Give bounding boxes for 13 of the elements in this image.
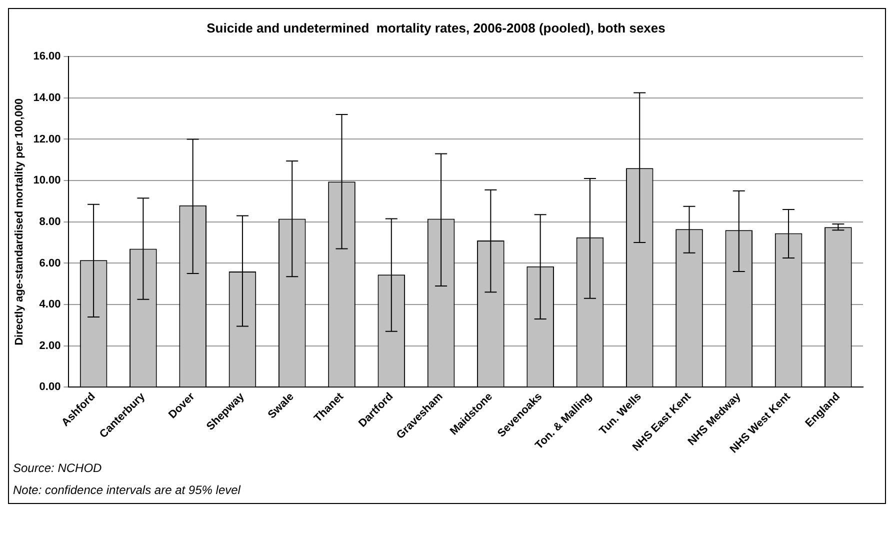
y-tick-label: 2.00 xyxy=(39,340,61,352)
source-note: Source: NCHOD xyxy=(12,460,103,477)
y-tick-label: 16.00 xyxy=(33,50,61,63)
text: Note: confidence intervals are at 95% level xyxy=(12,482,242,499)
y-tick-label: 6.00 xyxy=(39,257,61,270)
y-tick-label: 14.00 xyxy=(33,92,61,104)
y-axis-title: Directly age-standardised mortality per 100,000 xyxy=(14,98,26,346)
y-tick-label: 8.00 xyxy=(39,216,61,228)
chart-title: Suicide and undetermined mortality rates, 2006-2008 (pooled), both sexes xyxy=(206,20,666,36)
y-tick-label: 4.00 xyxy=(39,298,61,311)
y-tick-label: 0.00 xyxy=(39,381,61,394)
y-tick-label: 10.00 xyxy=(33,174,61,187)
y-tick-label: 12.00 xyxy=(33,133,61,146)
